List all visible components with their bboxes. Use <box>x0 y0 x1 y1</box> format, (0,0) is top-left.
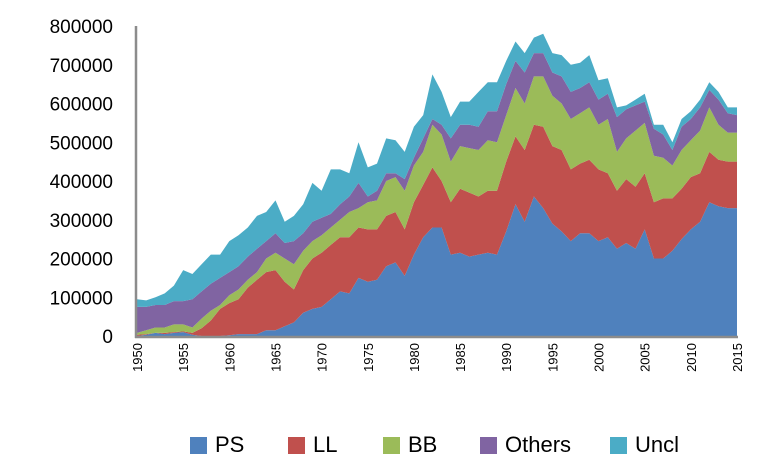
legend-label: PS <box>215 432 245 457</box>
legend-label: Uncl <box>635 432 680 457</box>
x-tick-label: 1980 <box>407 343 422 372</box>
x-tick-label: 2015 <box>730 343 745 372</box>
legend-item-ll: LL <box>288 430 337 460</box>
y-tick-label: 200000 <box>50 250 113 271</box>
legend-label: BB <box>408 432 438 457</box>
legend-item-bb: BB <box>383 430 437 460</box>
legend: PS LL BB Others Uncl <box>0 430 770 460</box>
legend-label: LL <box>313 432 338 457</box>
y-tick-label: 500000 <box>50 133 113 154</box>
legend-swatch <box>190 436 207 454</box>
x-tick-label: 2000 <box>592 343 607 372</box>
area-uncl <box>137 33 737 307</box>
y-tick-label: 100000 <box>50 288 113 309</box>
y-tick-label: 600000 <box>50 95 113 116</box>
x-tick-label: 1965 <box>268 343 283 372</box>
x-tick-label: 1990 <box>499 343 514 372</box>
legend-swatch <box>288 436 305 454</box>
x-tick-labels: 1950 1955 1960 1965 1970 1975 1980 1985 1990 1995… <box>130 343 745 372</box>
x-tick-label: 2010 <box>684 343 699 372</box>
legend-item-ps: PS <box>190 430 244 460</box>
legend-swatch <box>610 436 627 454</box>
area-others <box>137 53 737 333</box>
x-tick-label: 1995 <box>545 343 560 372</box>
y-tick-label: 400000 <box>50 172 113 193</box>
legend-item-uncl: Uncl <box>610 430 679 460</box>
area-series-group <box>137 33 737 336</box>
area-ps <box>137 196 737 336</box>
area-ll <box>137 124 737 336</box>
y-tick-label: 0 <box>102 327 113 348</box>
x-tick-label: 1955 <box>176 343 191 372</box>
y-tick-label: 300000 <box>50 211 113 232</box>
legend-swatch <box>383 436 400 454</box>
x-tick-label: 1975 <box>361 343 376 372</box>
y-tick-label: 800000 <box>50 17 113 38</box>
x-tick-label: 1950 <box>130 343 145 372</box>
y-tick-label: 700000 <box>50 56 113 77</box>
x-tick-label: 1985 <box>453 343 468 372</box>
x-tick-label: 1960 <box>222 343 237 372</box>
x-tick-label: 1970 <box>315 343 330 372</box>
y-tick-labels: 0 100000 200000 300000 400000 500000 600000 700… <box>50 17 113 348</box>
legend-label: Others <box>505 432 572 457</box>
legend-item-others: Others <box>480 430 571 460</box>
x-tick-label: 2005 <box>638 343 653 372</box>
area-bb <box>137 76 737 335</box>
stacked-area-chart: 0 100000 200000 300000 400000 500000 600000 700… <box>50 17 745 372</box>
legend-swatch <box>480 436 497 454</box>
